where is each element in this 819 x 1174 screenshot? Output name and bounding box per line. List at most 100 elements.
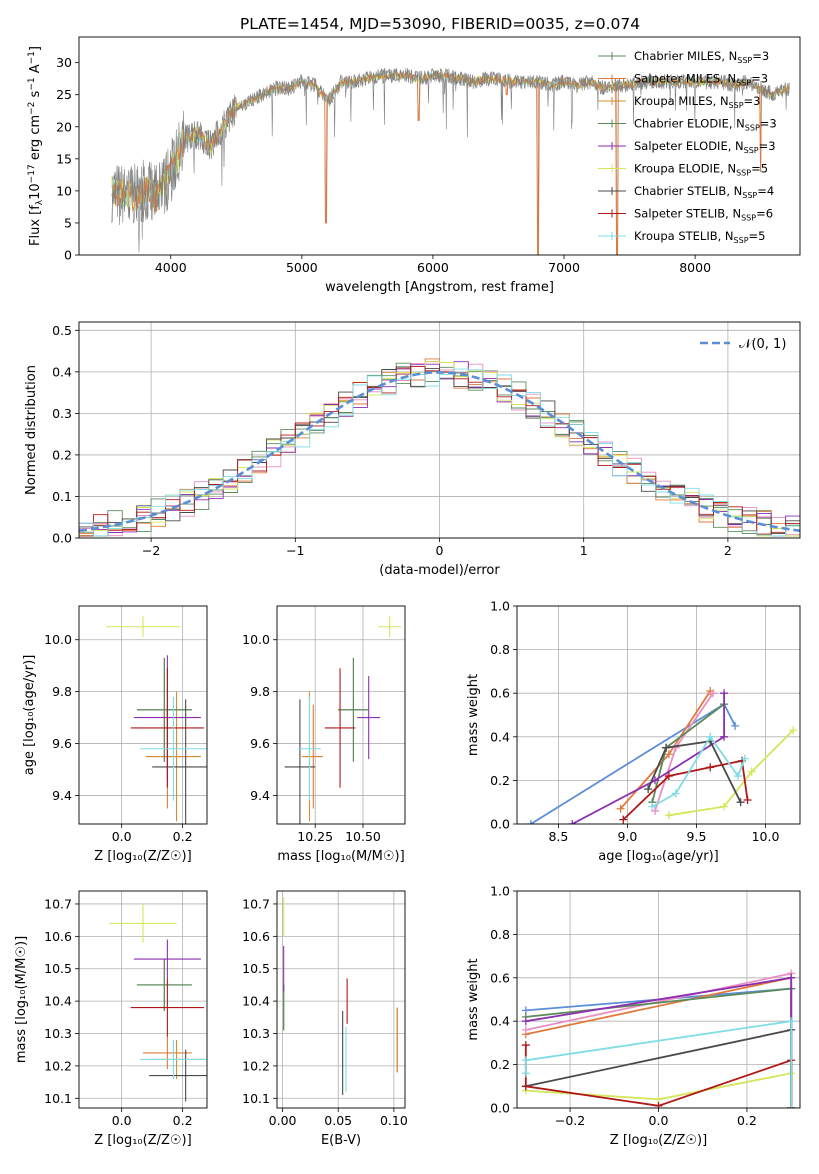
grid [277, 606, 405, 824]
weight-marker [568, 820, 577, 824]
y-tick-label: 10.4 [44, 994, 72, 1009]
weight-marker [706, 732, 715, 741]
weight-marker [720, 689, 729, 698]
weight-marker [654, 1101, 663, 1108]
y-axis-label: age [log₁₀(age/yr)] [22, 655, 37, 776]
error-bar-point [136, 959, 192, 1011]
y-axis-label: Normed distribution [24, 365, 39, 495]
y-tick-label: 10.7 [242, 896, 270, 911]
weight-marker [671, 743, 680, 752]
x-tick-label: 7000 [548, 260, 580, 275]
y-tick-label: 10.3 [44, 1026, 72, 1041]
error-bar-point [130, 668, 204, 788]
weight-marker [664, 811, 673, 820]
normal-curve [79, 370, 800, 532]
y-tick-label: 10.0 [44, 632, 72, 647]
y-tick-label: 0.8 [490, 642, 510, 657]
y-tick-label: 0.6 [490, 686, 510, 701]
weight-series-line [530, 702, 736, 824]
error-bar-point [357, 676, 381, 760]
y-tick-label: 0.4 [490, 1014, 510, 1029]
legend-entry: 𝒩(0, 1) [739, 337, 786, 352]
error-bar-point [324, 668, 356, 788]
legend-entry: Chabrier STELIB, NSSP=4 [634, 184, 774, 200]
y-tick-label: 1.0 [490, 599, 510, 614]
y-tick-label: 10.5 [242, 961, 270, 976]
x-tick-label: −2 [142, 543, 160, 558]
x-tick-label: 8000 [679, 260, 711, 275]
y-tick-label: 10.6 [242, 929, 270, 944]
weight-marker [644, 785, 653, 794]
mass-vs-metallicity-panel: 0.0 0.2 10.1 10.2 10.3 10.4 10.5 10.6 10.7 Z [log… [14, 890, 208, 1148]
weight-marker [787, 973, 796, 982]
axes-frame [276, 605, 406, 825]
y-tick-label: 9.8 [250, 684, 270, 699]
x-tick-label: 0.0 [112, 829, 132, 844]
error-bar-point [139, 696, 207, 801]
weight-marker [787, 1104, 796, 1108]
residual-histogram-panel: −2 −1 0 1 2 0.0 0.1 0.2 0.3 0.4 0.5 (data-model)/er… [24, 321, 801, 578]
x-tick-label: 8.5 [548, 829, 568, 844]
weight-marker [521, 1056, 530, 1065]
histogram-series [79, 360, 800, 537]
weight-marker [521, 1041, 530, 1050]
x-axis-label: Z [log₁₀(Z/Z☉)] [94, 1133, 191, 1148]
error-bar-point [106, 616, 180, 638]
y-tick-label: 10.5 [44, 961, 72, 976]
weight-marker [720, 802, 729, 811]
x-axis-label: Z [log₁₀(Z/Z☉)] [94, 849, 191, 864]
grid [517, 605, 800, 825]
age-vs-metallicity-panel: 0.0 0.2 9.4 9.6 9.8 10.0 Z [log₁₀(Z/Z☉)] age [l… [22, 605, 208, 864]
x-tick-label: 0.2 [737, 1113, 757, 1128]
x-tick-label: 9.5 [687, 829, 707, 844]
y-tick-label: 25 [56, 87, 72, 102]
axes-frame [78, 321, 801, 539]
weight-marker [521, 1017, 530, 1026]
x-tick-label: 0.05 [324, 1113, 352, 1128]
error-bar-point [284, 699, 316, 824]
grid [79, 606, 207, 824]
plot-area [106, 616, 207, 824]
error-bar-point [152, 691, 201, 822]
weight-vs-age-panel: 8.5 9.0 9.5 10.0 0.0 0.2 0.4 0.6 0.8 1.0 age [log₁… [466, 599, 801, 864]
y-tick-label: 9.8 [52, 684, 72, 699]
grid [277, 891, 405, 1108]
error-bar-point [338, 657, 369, 762]
weight-marker [521, 1069, 530, 1078]
weight-marker [662, 743, 671, 752]
error-bar-point [378, 616, 402, 638]
y-tick-label: 0.1 [52, 489, 72, 504]
weight-marker [616, 804, 625, 813]
plot-area [79, 358, 800, 537]
y-tick-label: 0.0 [52, 531, 72, 546]
weight-marker [747, 767, 756, 776]
y-tick-label: 10.1 [44, 1091, 72, 1106]
weight-marker [709, 689, 718, 698]
y-tick-label: 9.4 [250, 788, 270, 803]
x-axis-label: E(B-V) [321, 1133, 361, 1148]
y-axis-label: mass [log₁₀(M/M☉)] [14, 936, 29, 1063]
spectrum-panel: 4000 5000 6000 7000 8000 0 5 10 15 20 25 30 waveleng… [27, 36, 801, 295]
weight-marker [664, 750, 673, 759]
legend-entry: Chabrier ELODIE, NSSP=3 [634, 117, 777, 133]
y-tick-label: 0.5 [52, 323, 72, 338]
weight-series-line [622, 759, 749, 821]
weight-marker [521, 1082, 530, 1091]
legend-entry: Salpeter MILES, NSSP=3 [634, 72, 768, 88]
x-axis-label: Z [log₁₀(Z/Z☉)] [610, 1133, 707, 1148]
error-bar-point [133, 939, 201, 979]
legend-entry: Kroupa ELODIE, NSSP=5 [634, 162, 768, 178]
x-tick-label: 0.0 [649, 1113, 669, 1128]
weight-series-line [668, 729, 794, 817]
legend-entry: Chabrier MILES, NSSP=3 [634, 49, 769, 65]
axes-frame [78, 890, 208, 1109]
y-tick-label: 0.6 [490, 970, 510, 985]
histogram-series [79, 368, 800, 537]
weight-marker [619, 815, 628, 824]
x-tick-label: 5000 [286, 260, 318, 275]
weight-marker [651, 806, 660, 815]
y-tick-label: 10.2 [242, 1058, 270, 1073]
y-tick-label: 10.3 [242, 1026, 270, 1041]
x-tick-label: 0.2 [173, 829, 193, 844]
weight-marker [787, 1017, 796, 1026]
